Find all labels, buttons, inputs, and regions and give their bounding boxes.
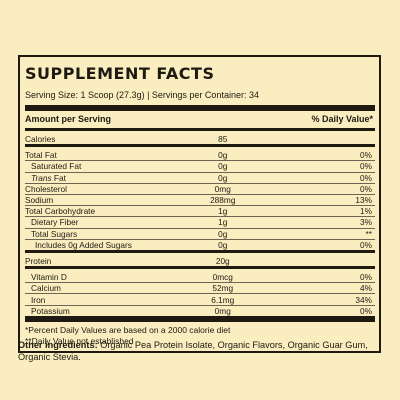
footnote: **Daily Value not established bbox=[25, 336, 134, 347]
nutrient-name: Trans Fat bbox=[25, 172, 183, 184]
nutrient-amount: 288mg bbox=[182, 194, 263, 207]
nutrient-row: Saturated Fat 0g 0% bbox=[25, 160, 375, 173]
nutrient-amount: 0g bbox=[218, 239, 228, 250]
nutrient-daily-value: 0% bbox=[360, 239, 372, 250]
nutrient-name: Cholesterol bbox=[25, 183, 183, 195]
nutrient-daily-value: 0% bbox=[263, 183, 375, 195]
nutrient-row: Total Carbohydrate 1g 1% bbox=[25, 205, 375, 218]
section-divider bbox=[25, 266, 375, 270]
nutrient-row: Calcium 52mg 4% bbox=[25, 282, 375, 295]
nutrient-amount: 20g bbox=[215, 255, 230, 266]
nutrient-row: Sodium 288mg 13% bbox=[25, 194, 375, 207]
nutrient-row: Potassium 0mg 0% bbox=[25, 305, 375, 316]
other-ingredients: Other ingredients: Organic Pea Protein I… bbox=[18, 339, 382, 363]
nutrient-amount: 0mg bbox=[182, 183, 263, 195]
nutrient-daily-value: 0% bbox=[263, 172, 375, 184]
nutrient-table: Vitamin D 0mcg 0% Calcium 52mg 4% Iron 6.1mg 34%… bbox=[25, 269, 375, 316]
nutrient-daily-value: 0% bbox=[263, 160, 375, 173]
footnotes: *Percent Daily Values are based on a 200… bbox=[25, 322, 375, 351]
nutrient-daily-value: 0% bbox=[263, 147, 375, 162]
column-header: Amount per Serving % Daily Value* bbox=[25, 111, 375, 128]
panel-title: SUPPLEMENT FACTS bbox=[25, 64, 215, 83]
nutrient-amount: 0g bbox=[182, 147, 263, 162]
nutrient-row: Calories 85 bbox=[25, 131, 375, 144]
nutrient-daily-value: 4% bbox=[263, 282, 375, 295]
nutrient-daily-value: 13% bbox=[263, 194, 375, 207]
nutrient-table: Calories 85 bbox=[25, 131, 375, 144]
supplement-facts-panel: SUPPLEMENT FACTS Serving Size: 1 Scoop (… bbox=[18, 55, 381, 353]
nutrient-row: Trans Fat 0g 0% bbox=[25, 172, 375, 184]
nutrient-daily-value: 0% bbox=[263, 269, 375, 284]
nutrient-name: Potassium bbox=[31, 305, 70, 316]
amount-per-serving-label: Amount per Serving bbox=[25, 114, 112, 124]
nutrient-row: Cholesterol 0mg 0% bbox=[25, 183, 375, 195]
nutrient-amount: 0g bbox=[182, 172, 263, 184]
nutrient-daily-value bbox=[263, 253, 375, 266]
footnote: *Percent Daily Values are based on a 200… bbox=[25, 324, 231, 335]
nutrient-amount: 0mg bbox=[214, 305, 231, 316]
nutrient-name: Protein bbox=[25, 255, 52, 266]
nutrient-amount: 85 bbox=[218, 134, 228, 145]
nutrient-table: Total Fat 0g 0% Saturated Fat 0g 0% Trans Fat 0… bbox=[25, 147, 375, 250]
nutrient-name: Saturated Fat bbox=[25, 160, 183, 173]
nutrient-groups: Calories 85 Total Fat 0g 0% Saturated Fat 0g 0%… bbox=[25, 131, 375, 322]
nutrient-amount: 0mcg bbox=[182, 269, 263, 284]
nutrient-row: Total Sugars 0g ** bbox=[25, 228, 375, 240]
nutrient-amount: 0g bbox=[182, 228, 263, 240]
nutrient-name: Calcium bbox=[25, 282, 183, 295]
nutrient-name: Dietary Fiber bbox=[25, 216, 183, 229]
nutrient-daily-value: 0% bbox=[360, 305, 372, 316]
nutrient-name: Calories bbox=[25, 134, 56, 145]
nutrient-amount: 1g bbox=[182, 216, 263, 229]
nutrient-daily-value: 34% bbox=[263, 293, 375, 306]
nutrient-amount: 0g bbox=[182, 160, 263, 173]
nutrient-name: Includes 0g Added Sugars bbox=[35, 239, 132, 250]
nutrient-row: Total Fat 0g 0% bbox=[25, 147, 375, 162]
nutrient-name: Total Fat bbox=[25, 147, 183, 162]
nutrient-name: Iron bbox=[25, 293, 183, 306]
nutrient-daily-value: 1% bbox=[263, 205, 375, 218]
ingredients-text: Organic Pea Protein Isolate, Organic Fla… bbox=[18, 340, 368, 362]
nutrient-amount: 1g bbox=[182, 205, 263, 218]
serving-info: Serving Size: 1 Scoop (27.3g) | Servings… bbox=[25, 90, 259, 100]
nutrient-name: Sodium bbox=[25, 194, 183, 207]
thick-divider bbox=[25, 105, 375, 111]
nutrient-row: Vitamin D 0mcg 0% bbox=[25, 269, 375, 284]
daily-value-label: % Daily Value* bbox=[311, 114, 373, 124]
nutrient-row: Includes 0g Added Sugars 0g 0% bbox=[25, 239, 375, 250]
thick-divider bbox=[25, 315, 375, 322]
ingredients-label: Other ingredients: bbox=[18, 340, 98, 350]
nutrient-daily-value: ** bbox=[263, 228, 375, 240]
medium-divider bbox=[25, 128, 375, 131]
nutrient-amount: 52mg bbox=[182, 282, 263, 295]
section-divider bbox=[25, 144, 375, 148]
nutrient-amount: 6.1mg bbox=[182, 293, 263, 306]
nutrient-name: Total Sugars bbox=[25, 228, 183, 240]
nutrient-name: Vitamin D bbox=[25, 269, 183, 284]
nutrient-daily-value bbox=[263, 131, 375, 144]
nutrient-row: Iron 6.1mg 34% bbox=[25, 293, 375, 306]
section-divider bbox=[25, 249, 375, 253]
nutrient-name: Total Carbohydrate bbox=[25, 205, 183, 218]
nutrient-row: Protein 20g bbox=[25, 253, 375, 266]
nutrient-table: Protein 20g bbox=[25, 253, 375, 266]
nutrient-daily-value: 3% bbox=[263, 216, 375, 229]
nutrient-row: Dietary Fiber 1g 3% bbox=[25, 216, 375, 229]
